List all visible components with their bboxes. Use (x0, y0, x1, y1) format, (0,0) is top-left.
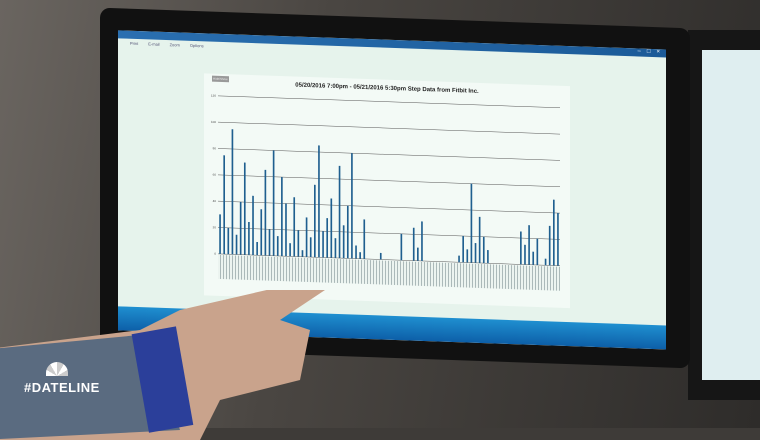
bar (528, 225, 530, 265)
menu-email[interactable]: E-mail (148, 41, 159, 46)
bar (219, 214, 221, 254)
menu-zoom[interactable]: Zoom (170, 42, 180, 47)
gridline (218, 175, 560, 187)
bar (417, 248, 419, 261)
bar (537, 239, 539, 265)
bar (302, 250, 304, 257)
bar (524, 245, 526, 265)
menu-options[interactable]: Options (190, 42, 204, 47)
bar (248, 222, 250, 255)
bar (285, 203, 287, 256)
gridline (218, 148, 560, 160)
close-button[interactable]: × (656, 49, 660, 55)
bar (351, 153, 353, 258)
bar (343, 225, 345, 258)
y-tick-label: 20 (213, 225, 217, 229)
bar (339, 166, 341, 258)
bar (483, 237, 485, 263)
bar (520, 231, 522, 264)
bar (462, 236, 464, 262)
bar (335, 238, 337, 258)
y-tick-label: 40 (213, 199, 217, 203)
bar (318, 145, 320, 257)
bar (421, 221, 423, 261)
x-tick-labels (218, 255, 560, 291)
bar (265, 170, 267, 256)
bar (355, 245, 357, 258)
bar (553, 200, 555, 266)
window-controls: – □ × (638, 48, 660, 55)
bar (458, 256, 460, 263)
bar (545, 259, 547, 266)
bar (306, 217, 308, 257)
bar (281, 177, 283, 256)
y-tick-label: 120 (211, 94, 216, 98)
gridline (218, 96, 560, 108)
bar (557, 213, 559, 266)
maximize-button[interactable]: □ (647, 49, 651, 55)
bar (363, 219, 365, 259)
bar (413, 228, 415, 261)
bar (273, 150, 275, 255)
bar (479, 217, 481, 263)
dateline-logo: #DATELINE (24, 380, 100, 395)
gridline (218, 201, 560, 213)
bar (269, 229, 271, 255)
bar (347, 206, 349, 259)
bar (314, 185, 316, 257)
bar (322, 231, 324, 257)
bar (260, 209, 262, 255)
y-tick-label: 0 (214, 252, 216, 256)
bar (549, 226, 551, 266)
menu-print[interactable]: Print (130, 40, 138, 45)
bar (310, 237, 312, 257)
bar (475, 243, 477, 263)
bar (227, 228, 229, 254)
bar (466, 249, 468, 262)
y-tick-label: 80 (213, 146, 217, 150)
bar (223, 155, 225, 254)
bar (289, 243, 291, 256)
bar (471, 184, 473, 263)
bar (256, 242, 258, 255)
gridline (218, 122, 560, 134)
chart-plot: 0 20 40 60 80 100 120 (204, 73, 570, 308)
bar (298, 230, 300, 256)
bar (326, 218, 328, 258)
second-monitor (688, 30, 760, 400)
y-tick-label: 100 (211, 120, 216, 124)
step-chart: Hide/Show 05/20/2016 7:00pm - 05/21/2016… (204, 73, 570, 308)
bar (359, 252, 361, 259)
bar (240, 202, 242, 255)
bar (401, 234, 403, 260)
bar (380, 253, 382, 260)
bar (277, 236, 279, 256)
bar (244, 163, 246, 255)
bar (532, 252, 534, 265)
bar (487, 250, 489, 263)
minimize-button[interactable]: – (638, 48, 641, 54)
bar (252, 196, 254, 255)
bar (293, 197, 295, 256)
y-tick-label: 60 (213, 173, 217, 177)
bar (330, 198, 332, 257)
bar (232, 129, 234, 254)
bar (236, 235, 238, 255)
